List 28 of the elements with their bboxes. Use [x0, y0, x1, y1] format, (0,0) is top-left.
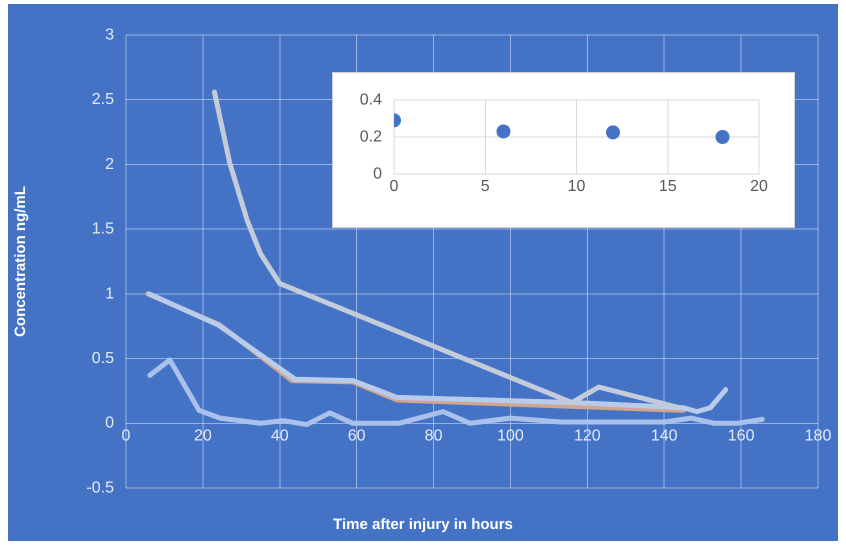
- x-tick-label: 15: [658, 178, 677, 196]
- x-tick-label: 20: [194, 427, 212, 444]
- y-tick-label: 2: [105, 156, 114, 173]
- x-tick-label: 100: [497, 427, 524, 444]
- x-tick-label: 120: [574, 427, 601, 444]
- y-tick-label: 1.5: [92, 220, 114, 238]
- y-tick-label: 0.4: [360, 91, 382, 108]
- x-tick-label: 20: [750, 178, 768, 196]
- x-axis-title: Time after injury in hours: [332, 516, 514, 533]
- x-tick-label: 160: [728, 427, 755, 444]
- x-tick-label: 80: [424, 427, 443, 444]
- x-tick-label: 5: [480, 178, 490, 196]
- y-tick-label: 0.2: [360, 128, 382, 146]
- x-tick-label: 10: [568, 178, 586, 196]
- x-tick-label: 180: [804, 427, 832, 444]
- x-tick-label: 40: [270, 427, 289, 444]
- y-tick-label: 1: [105, 285, 114, 302]
- y-tick-label: -0.5: [86, 479, 114, 496]
- x-tick-label: 0: [122, 427, 131, 444]
- y-tick-label: 3: [105, 26, 114, 44]
- y-axis-title: Concentration ng/mL: [12, 186, 30, 337]
- y-tick-label: 0.5: [92, 350, 114, 367]
- y-tick-label: 0: [105, 414, 114, 432]
- x-tick-label: 0: [390, 178, 399, 196]
- y-tick-label: 0: [373, 165, 382, 182]
- x-tick-label: 60: [348, 427, 366, 444]
- y-tick-label: 2.5: [92, 91, 114, 108]
- x-tick-label: 140: [650, 427, 678, 444]
